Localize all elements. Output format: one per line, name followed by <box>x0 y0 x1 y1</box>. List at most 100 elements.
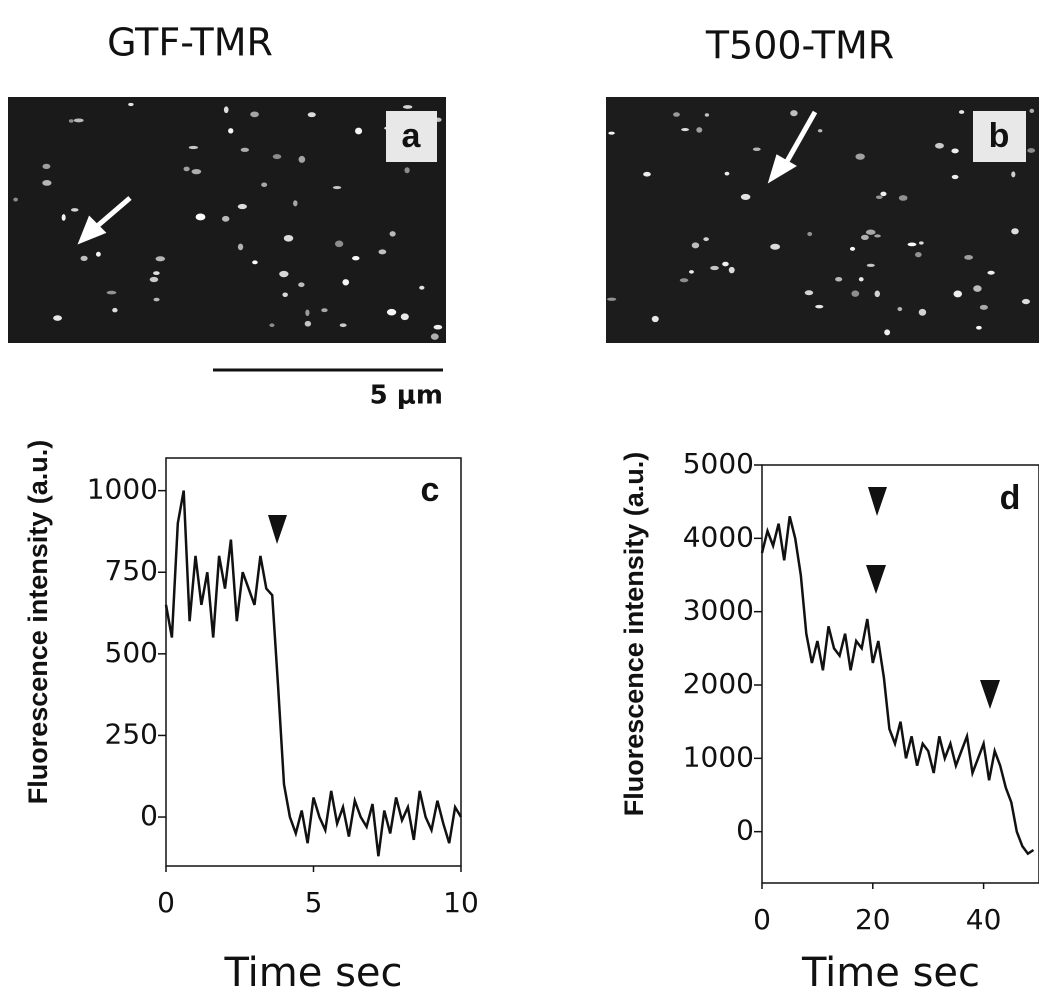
spot <box>269 323 275 327</box>
x-axis-label: Time sec <box>223 950 402 996</box>
spot <box>898 195 908 201</box>
spot <box>790 110 798 117</box>
spot <box>897 306 903 312</box>
y-tick-label: 4000 <box>683 520 754 553</box>
spot <box>68 119 74 123</box>
spot <box>298 155 306 163</box>
spot <box>953 290 963 298</box>
spot <box>70 208 79 212</box>
spot <box>386 308 397 316</box>
spot <box>919 241 924 245</box>
spot <box>861 234 869 241</box>
spot <box>918 308 927 316</box>
spot <box>915 252 922 258</box>
x-tick-label: 10 <box>443 886 479 919</box>
spot <box>874 234 881 238</box>
spot <box>964 254 974 260</box>
spot <box>419 285 425 290</box>
image-title: GTF-TMR <box>107 21 273 65</box>
data-line <box>164 490 463 857</box>
y-axis-label: Fluorescence intensity (a.u.) <box>23 440 53 805</box>
spot <box>293 200 298 207</box>
spot <box>724 171 730 176</box>
y-tick-label: 1000 <box>87 473 158 506</box>
spot <box>907 242 917 247</box>
spot <box>334 240 344 248</box>
spot <box>976 325 982 330</box>
y-axis-label: Fluorescence intensity (a.u.) <box>619 452 649 817</box>
spot <box>858 277 864 282</box>
spot <box>153 297 160 302</box>
spot <box>855 153 865 160</box>
spot <box>849 246 856 251</box>
x-tick-label: 0 <box>753 903 771 936</box>
spot <box>402 105 413 109</box>
panel-label: c <box>421 471 440 509</box>
spot <box>608 131 615 135</box>
fluorescent-spots <box>13 102 1036 340</box>
y-tick-label: 0 <box>736 814 754 847</box>
spot <box>1029 108 1035 113</box>
spot <box>283 234 294 242</box>
spot <box>689 270 694 274</box>
spot <box>321 308 328 313</box>
spot <box>987 270 995 275</box>
image-title: T500-TMR <box>705 24 894 68</box>
spot <box>282 292 288 298</box>
spot <box>261 182 268 188</box>
spot <box>153 271 160 276</box>
y-tick-label: 250 <box>105 717 158 750</box>
spot <box>951 148 959 154</box>
spot <box>607 297 617 301</box>
spot <box>679 278 689 283</box>
panel-label: b <box>989 117 1010 155</box>
spot <box>866 263 875 267</box>
spot <box>1011 171 1016 178</box>
panel-label: d <box>1000 479 1021 517</box>
spot <box>979 304 988 310</box>
spot <box>240 147 250 152</box>
spot <box>835 276 843 282</box>
spot <box>389 231 396 237</box>
spot <box>53 315 62 321</box>
spot <box>807 231 813 237</box>
y-tick-label: 500 <box>105 636 158 669</box>
x-tick-label: 0 <box>157 886 175 919</box>
spot <box>42 163 51 169</box>
spot <box>149 276 159 283</box>
spot <box>851 290 860 297</box>
spot <box>710 265 719 271</box>
spot <box>884 329 891 336</box>
spot <box>305 309 310 317</box>
spot <box>874 290 880 298</box>
arrow <box>77 196 132 245</box>
spot <box>128 102 134 107</box>
plot-frame <box>761 464 1039 884</box>
spot <box>237 203 247 210</box>
spot <box>643 171 651 177</box>
spot <box>815 304 824 309</box>
spot <box>691 242 700 249</box>
spot <box>958 110 965 114</box>
panel-label-box <box>973 111 1026 162</box>
spot <box>195 213 206 221</box>
spot <box>703 237 709 242</box>
spot <box>752 147 761 151</box>
spot <box>188 145 199 150</box>
spot <box>252 260 258 265</box>
spot <box>342 279 350 286</box>
spot <box>651 315 659 323</box>
spot <box>191 168 202 175</box>
spot <box>155 256 166 262</box>
spot <box>696 127 703 133</box>
spot <box>817 129 823 133</box>
spot <box>935 142 944 149</box>
spot <box>355 127 363 135</box>
spot <box>73 118 84 123</box>
spot <box>42 179 52 186</box>
y-tick-label: 750 <box>105 554 158 587</box>
y-tick-label: 5000 <box>683 447 754 480</box>
spot <box>223 106 229 114</box>
spot <box>112 307 118 313</box>
